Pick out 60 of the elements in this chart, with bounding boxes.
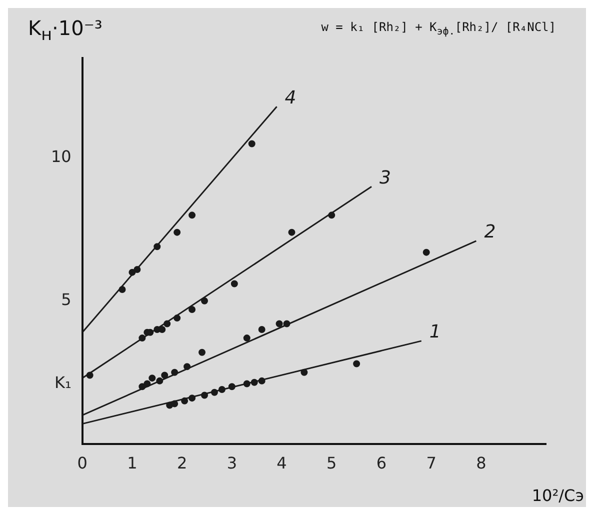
series-label: 1	[429, 322, 441, 343]
series-label: 2	[484, 222, 496, 243]
series-label: 3	[380, 167, 391, 188]
point	[198, 348, 206, 356]
point	[148, 374, 156, 382]
point	[138, 383, 146, 390]
point	[86, 372, 94, 379]
x-tick-label: 7	[426, 454, 436, 473]
point	[201, 297, 208, 304]
point	[138, 334, 146, 342]
point	[184, 363, 191, 370]
x-tick-label: 8	[476, 454, 486, 473]
point	[288, 228, 296, 236]
point	[276, 320, 283, 328]
point	[210, 388, 218, 396]
series-label: 4	[284, 87, 296, 108]
point	[218, 386, 226, 393]
y-tick-label: K₁	[54, 372, 72, 392]
point	[353, 360, 360, 368]
x-tick-label: 0	[77, 454, 88, 473]
x-tick-label: 2	[176, 454, 188, 473]
point	[171, 368, 178, 376]
point	[243, 380, 250, 388]
point	[171, 400, 178, 408]
x-tick-label: 1	[127, 454, 138, 473]
point	[164, 320, 171, 328]
x-axis-title: 10²/Cэ	[532, 486, 584, 505]
point	[181, 397, 188, 404]
x-tick-label: 6	[376, 454, 387, 473]
point	[188, 212, 196, 219]
point	[250, 378, 258, 386]
point	[258, 326, 266, 333]
point	[144, 380, 151, 388]
point	[422, 248, 430, 256]
point	[161, 372, 168, 379]
y-tick-label: 5	[61, 290, 72, 310]
x-tick-label: 3	[226, 454, 238, 473]
x-tick-label: 4	[276, 454, 287, 473]
point	[174, 228, 181, 236]
point	[188, 306, 196, 313]
point	[154, 243, 161, 250]
text: w = k₁ [Rh₂] + K$_{эф.}$[Rh₂]/ [R₄NCl]	[321, 20, 556, 38]
y-axis-title: K$_{н}$·10⁻³	[28, 16, 102, 44]
point	[283, 320, 290, 328]
point	[228, 383, 236, 390]
point	[248, 140, 256, 148]
x-tick-label: 5	[326, 454, 337, 473]
point	[258, 377, 266, 384]
point	[118, 286, 126, 293]
point	[328, 212, 336, 219]
point	[134, 266, 141, 273]
point	[230, 280, 238, 288]
point	[201, 392, 208, 399]
point	[158, 326, 166, 333]
point	[243, 334, 250, 342]
point	[188, 394, 196, 402]
point	[300, 368, 308, 376]
point	[156, 377, 164, 384]
point	[174, 314, 181, 322]
y-tick-label: 10	[51, 147, 72, 166]
